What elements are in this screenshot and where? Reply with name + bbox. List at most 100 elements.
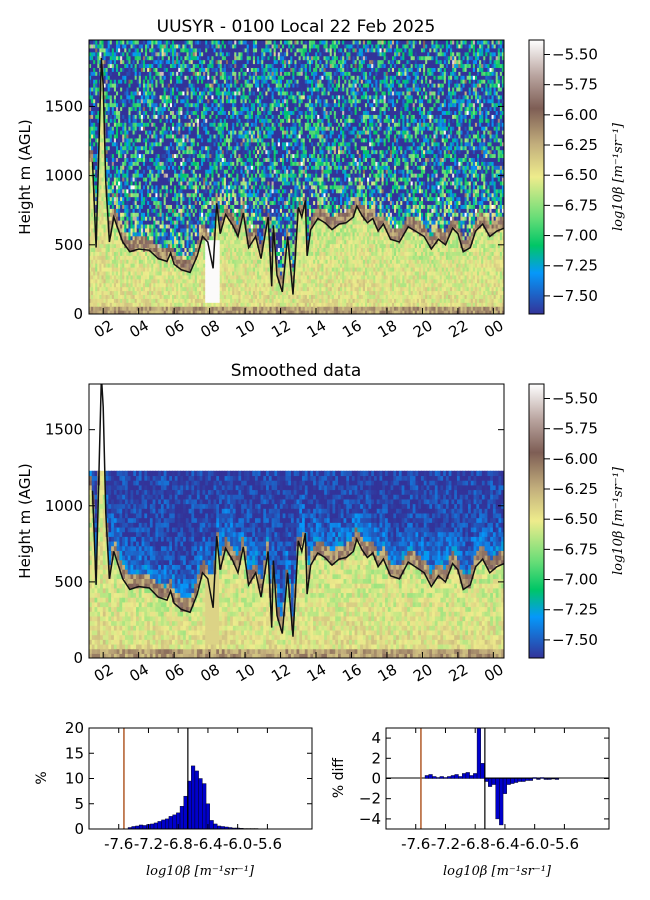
heatmap-cell: [157, 122, 161, 127]
heatmap-cell: [124, 75, 127, 80]
heatmap-cell: [103, 278, 107, 284]
heatmap-cell: [95, 94, 98, 100]
heatmap-cell: [138, 98, 142, 104]
heatmap-cell: [142, 137, 146, 143]
heatmap-cell: [111, 188, 115, 194]
heatmap-cell: [99, 173, 103, 178]
heatmap-cell: [132, 149, 136, 155]
heatmap-cell: [176, 216, 179, 221]
heatmap-cell: [167, 294, 171, 299]
heatmap-cell: [167, 79, 171, 84]
heatmap-cell: [145, 177, 148, 182]
heatmap-cell: [113, 165, 117, 170]
heatmap-cell: [93, 114, 96, 119]
heatmap-cell: [167, 290, 171, 296]
heatmap-cell: [172, 310, 175, 314]
chart-title: UUSYR - 0100 Local 22 Feb 2025: [157, 17, 436, 37]
heatmap-cell: [91, 86, 94, 92]
heatmap-cell: [122, 114, 125, 119]
heatmap-cell: [149, 47, 152, 53]
heatmap-cell: [153, 79, 156, 84]
heatmap-cell: [132, 51, 136, 57]
heatmap-cell: [103, 200, 107, 205]
heatmap-cell: [178, 149, 181, 155]
heatmap-cell: [130, 157, 134, 162]
heatmap-cell: [101, 43, 105, 49]
heatmap-cell: [99, 130, 103, 135]
heatmap-cell: [178, 141, 181, 147]
heatmap-cell: [95, 102, 98, 108]
heatmap-cell: [174, 75, 177, 80]
heatmap-cell: [153, 251, 156, 256]
heatmap-cell: [155, 243, 159, 249]
heatmap-cell: [140, 286, 144, 292]
heatmap-cell: [153, 71, 156, 76]
heatmap-cell: [153, 98, 156, 104]
heatmap-cell: [155, 137, 159, 143]
heatmap-cell: [120, 247, 123, 252]
heatmap-cell: [132, 118, 136, 123]
heatmap-cell: [161, 263, 165, 268]
heatmap-cell: [122, 251, 125, 256]
heatmap-cell: [142, 278, 146, 284]
heatmap-cell: [126, 239, 130, 245]
heatmap-cell: [115, 278, 119, 284]
heatmap-cell: [89, 223, 92, 229]
heatmap-cell: [101, 137, 105, 143]
heatmap-cell: [111, 196, 115, 202]
heatmap-cell: [113, 106, 117, 112]
heatmap-cell: [140, 310, 144, 314]
heatmap-cell: [165, 216, 169, 221]
heatmap-cell: [157, 157, 161, 162]
heatmap-cell: [97, 290, 100, 296]
heatmap-cell: [122, 216, 125, 221]
heatmap-cell: [165, 145, 169, 151]
heatmap-cell: [159, 149, 163, 155]
heatmap-cell: [153, 83, 156, 88]
heatmap-cell: [178, 200, 181, 205]
heatmap-cell: [113, 263, 117, 268]
heatmap-cell: [151, 43, 154, 49]
heatmap-cell: [95, 298, 98, 303]
heatmap-cell: [134, 67, 138, 72]
heatmap-cell: [136, 130, 140, 135]
heatmap-cell: [111, 130, 115, 135]
heatmap-cell: [138, 208, 142, 213]
heatmap-cell: [113, 43, 117, 49]
heatmap-cell: [157, 43, 161, 49]
heatmap-cell: [155, 165, 159, 170]
heatmap-cell: [159, 51, 163, 57]
heatmap-cell: [167, 184, 171, 190]
heatmap-cell: [107, 302, 111, 307]
heatmap-cell: [169, 161, 173, 166]
heatmap-cell: [142, 98, 146, 104]
heatmap-cell: [147, 153, 150, 159]
heatmap-cell: [97, 79, 100, 84]
heatmap-cell: [91, 114, 94, 119]
heatmap-cell: [169, 149, 173, 155]
heatmap-cell: [169, 298, 173, 303]
heatmap-cell: [155, 86, 159, 92]
heatmap-cell: [163, 216, 167, 221]
heatmap-cell: [145, 153, 148, 159]
heatmap-cell: [151, 118, 154, 123]
heatmap-cell: [91, 149, 94, 155]
heatmap-cell: [101, 153, 105, 159]
heatmap-cell: [149, 161, 152, 166]
heatmap-cell: [172, 98, 175, 104]
heatmap-cell: [99, 306, 103, 311]
heatmap-cell: [161, 184, 165, 190]
heatmap-cell: [167, 263, 171, 268]
heatmap-cell: [167, 43, 171, 49]
heatmap-cell: [142, 200, 146, 205]
heatmap-cell: [101, 204, 105, 209]
heatmap-cell: [149, 196, 152, 202]
heatmap-cell: [103, 83, 107, 88]
heatmap-cell: [136, 67, 140, 72]
heatmap-cell: [142, 102, 146, 108]
heatmap-cell: [176, 267, 179, 272]
heatmap-cell: [97, 47, 100, 53]
heatmap-cell: [111, 286, 115, 292]
heatmap-cell: [159, 137, 163, 143]
heatmap-cell: [105, 114, 109, 119]
